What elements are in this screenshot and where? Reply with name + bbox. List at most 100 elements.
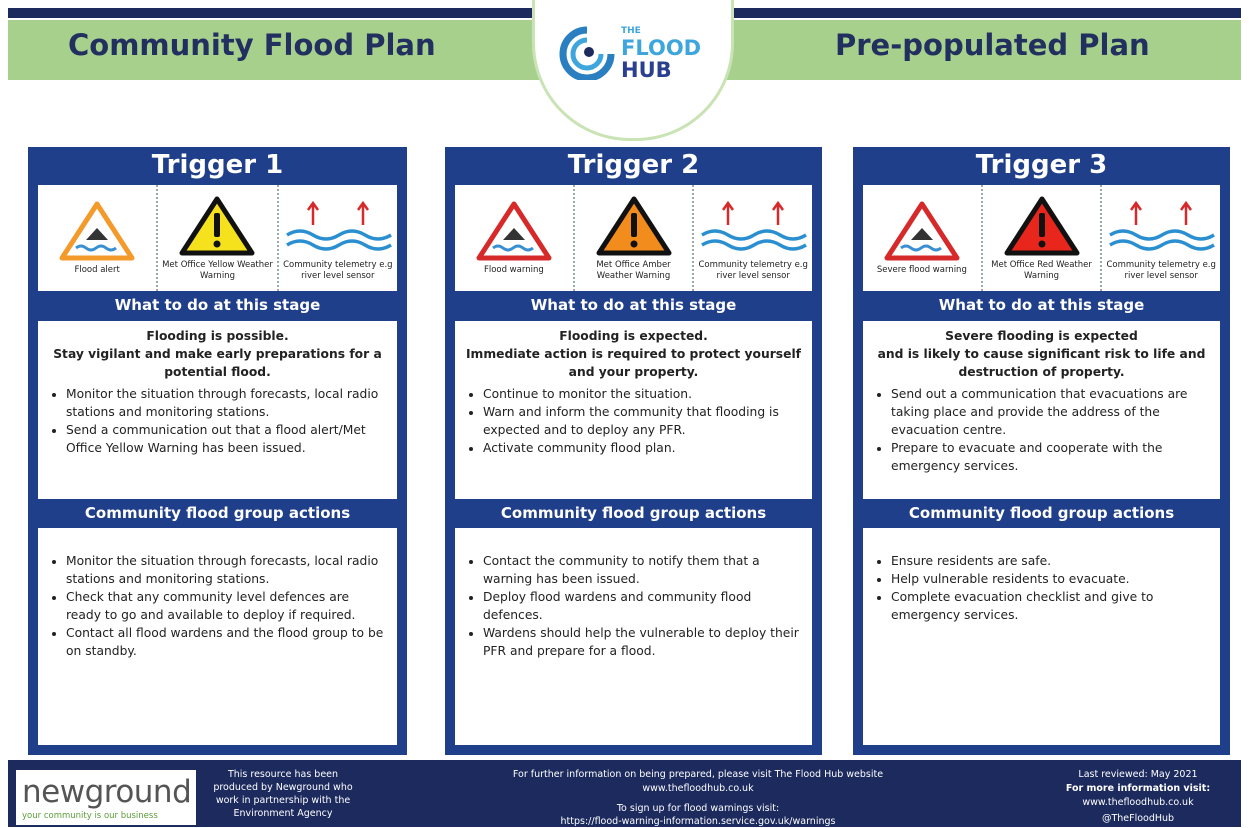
trigger-title: Trigger 3 (975, 150, 1108, 180)
actions-list: Ensure residents are safe.Help vulnerabl… (873, 552, 1210, 624)
social: @TheFloodHub (1101, 813, 1175, 824)
icon-caption: Flood alert (74, 265, 120, 275)
icon-cell: Community telemetry e.g river level sens… (694, 185, 812, 291)
brand-tagline: your community is our business (22, 811, 158, 821)
icon-caption: Community telemetry e.g river level sens… (698, 259, 808, 281)
actions-list: Contact the community to notify them tha… (465, 552, 802, 660)
action-bullet: Complete evacuation checklist and give t… (891, 588, 1210, 624)
icon-caption: Met Office Red Weather Warning (991, 259, 1092, 281)
stage-heading: What to do at this stage (530, 296, 737, 314)
icon-caption: Severe flood warning (876, 265, 967, 275)
info-url: www.thefloodhub.co.uk (642, 783, 754, 794)
logo-hub: HUB (621, 58, 672, 82)
actions-box: Ensure residents are safe.Help vulnerabl… (863, 528, 1220, 745)
icon-caption: Community telemetry e.g river level sens… (1106, 259, 1216, 281)
stage-heading: What to do at this stage (114, 296, 321, 314)
icon-row: Severe flood warning Met Office Red Weat… (863, 185, 1220, 291)
warning-icon (1004, 196, 1079, 255)
icon-row: Flood alert Met Office Yellow Weather Wa… (38, 185, 397, 291)
trigger-panel: Trigger 1 Flood alert Met Office Yellow … (28, 147, 407, 755)
icon-cell: Flood alert (38, 185, 159, 291)
stage-bullet: Send out a communication that evacuation… (891, 385, 1210, 439)
intro-line: Flooding is expected. (559, 329, 708, 343)
stage-intro: Flooding is possible. Stay vigilant and m… (48, 327, 387, 381)
stage-box: Flooding is expected. Immediate action is… (455, 321, 812, 499)
website: www.thefloodhub.co.uk (1082, 797, 1194, 808)
trigger-panel: Trigger 3 Severe flood warning Met Offic… (853, 147, 1230, 755)
more-info: For more information visit: (1065, 783, 1211, 794)
action-bullet: Check that any community level defences … (66, 588, 387, 624)
logo-flood: FLOOD (621, 36, 702, 60)
icon-row: Flood warning Met Office Amber Weather W… (455, 185, 812, 291)
stage-heading: What to do at this stage (938, 296, 1145, 314)
warning-icon (596, 196, 671, 255)
trigger-title: Trigger 2 (567, 150, 700, 180)
icon-cell: Community telemetry e.g river level sens… (1102, 185, 1220, 291)
actions-heading: Community flood group actions (84, 504, 351, 522)
warning-icon (59, 201, 135, 261)
action-bullet: Wardens should help the vulnerable to de… (483, 624, 802, 660)
stage-bullet: Prepare to evacuate and cooperate with t… (891, 439, 1210, 475)
header-subtitle: Pre-populated Plan (835, 28, 1150, 62)
icon-cell: Met Office Red Weather Warning (983, 185, 1103, 291)
action-bullet: Deploy flood wardens and community flood… (483, 588, 802, 624)
intro-line: Severe flooding is expected (945, 329, 1138, 343)
actions-box: Monitor the situation through forecasts,… (38, 528, 397, 745)
info: For further information on being prepare… (512, 769, 884, 780)
action-bullet: Help vulnerable residents to evacuate. (891, 570, 1210, 588)
actions-list: Monitor the situation through forecasts,… (48, 552, 387, 660)
brand: newground (22, 774, 192, 810)
stage-intro: Flooding is expected. Immediate action is… (465, 327, 802, 381)
stage-bullet: Monitor the situation through forecasts,… (66, 385, 387, 421)
credit: This resource has been produced by Newgr… (213, 769, 353, 819)
icon-cell: Severe flood warning (863, 185, 983, 291)
signup-url: https://flood-warning-information.servic… (560, 816, 836, 827)
signup: To sign up for flood warnings visit: (616, 803, 780, 814)
stage-bullet: Send a communication out that a flood al… (66, 421, 387, 457)
stage-intro: Severe flooding is expected and is likely… (873, 327, 1210, 381)
action-bullet: Contact all flood wardens and the flood … (66, 624, 387, 660)
warning-icon (884, 201, 960, 261)
icon-cell: Community telemetry e.g river level sens… (279, 185, 397, 291)
icon-caption: Community telemetry e.g river level sens… (283, 259, 393, 281)
trigger-title: Trigger 1 (151, 150, 284, 180)
icon-cell: Met Office Yellow Weather Warning (158, 185, 279, 291)
icon-caption: Met Office Yellow Weather Warning (162, 259, 273, 281)
actions-heading: Community flood group actions (500, 504, 767, 522)
logo: THE FLOOD HUB (532, 0, 734, 141)
warning-icon (476, 201, 552, 261)
telemetry-icon (285, 200, 392, 251)
intro-line: Immediate action is required to protect … (465, 347, 802, 379)
intro-line: Flooding is possible. (146, 329, 289, 343)
header-title: Community Flood Plan (68, 28, 436, 62)
footer: newground your community is our business… (8, 760, 1241, 827)
trigger-panel: Trigger 2 Flood warning Met Office Amber… (445, 147, 822, 755)
last-reviewed: Last reviewed: May 2021 (1078, 769, 1198, 780)
stage-box: Severe flooding is expected and is likely… (863, 321, 1220, 499)
icon-caption: Flood warning (483, 265, 544, 275)
intro-line: and is likely to cause significant risk … (877, 347, 1206, 379)
telemetry-icon (1109, 200, 1216, 251)
icon-cell: Met Office Amber Weather Warning (575, 185, 695, 291)
warning-icon (179, 196, 255, 255)
stage-list: Send out a communication that evacuation… (873, 385, 1210, 475)
stage-box: Flooding is possible. Stay vigilant and m… (38, 321, 397, 499)
action-bullet: Contact the community to notify them tha… (483, 552, 802, 588)
stage-bullet: Continue to monitor the situation. (483, 385, 802, 403)
telemetry-icon (701, 200, 808, 251)
stage-bullet: Warn and inform the community that flood… (483, 403, 802, 439)
stage-bullet: Activate community flood plan. (483, 439, 802, 457)
icon-cell: Flood warning (455, 185, 575, 291)
actions-box: Contact the community to notify them tha… (455, 528, 812, 745)
action-bullet: Ensure residents are safe. (891, 552, 1210, 570)
stage-list: Monitor the situation through forecasts,… (48, 385, 387, 457)
intro-line: Stay vigilant and make early preparation… (53, 347, 382, 379)
brand-box: newground your community is our business (16, 770, 196, 825)
actions-heading: Community flood group actions (908, 504, 1175, 522)
action-bullet: Monitor the situation through forecasts,… (66, 552, 387, 588)
stage-list: Continue to monitor the situation.Warn a… (465, 385, 802, 457)
logo-the: THE (621, 26, 641, 36)
logo-swirl (559, 26, 615, 80)
